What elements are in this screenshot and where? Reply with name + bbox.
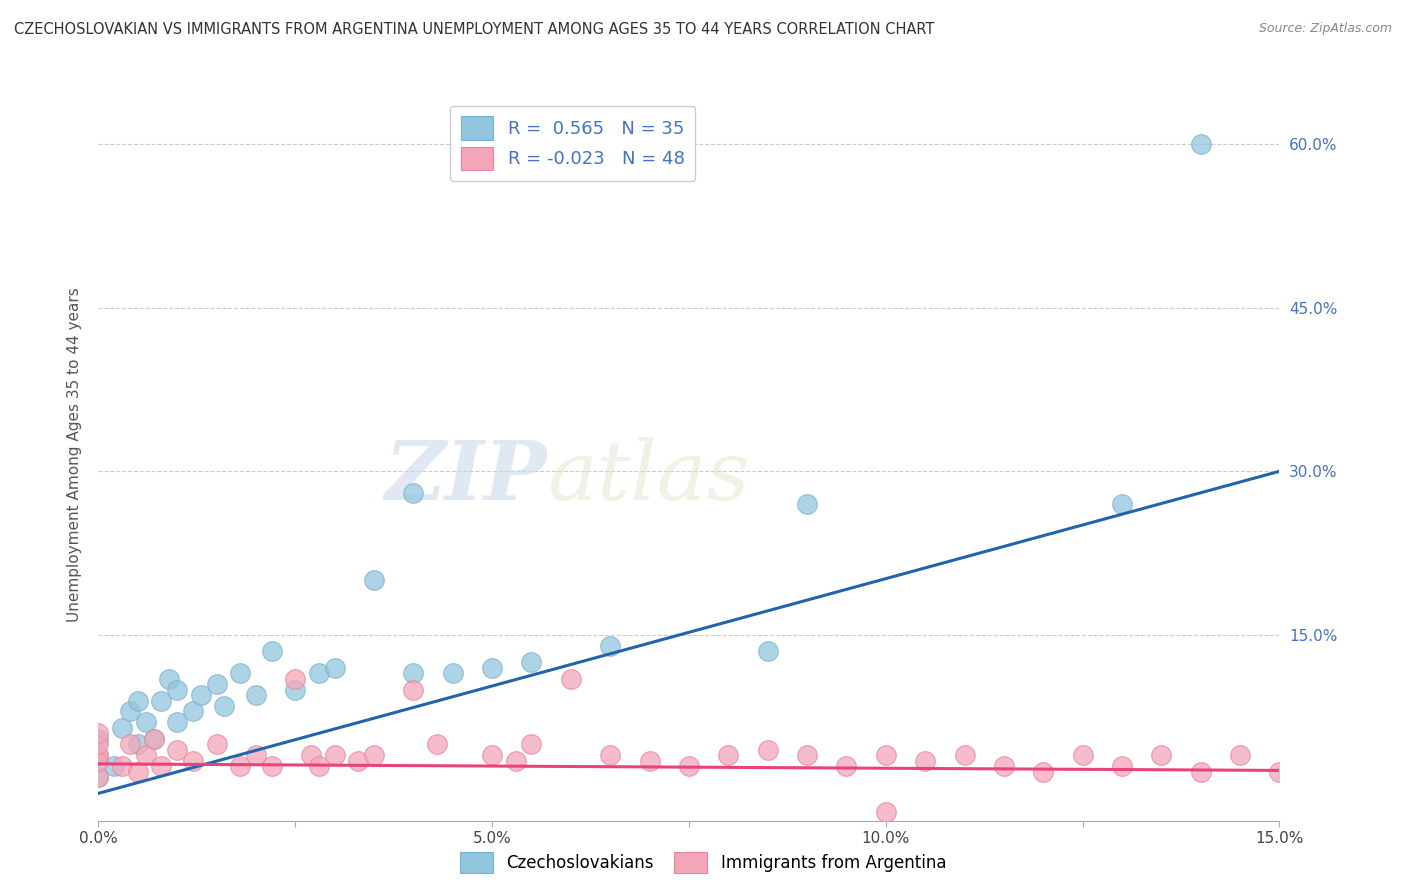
Point (520, 737, 543, 751)
Point (520, 656, 543, 670)
Point (1229, 748, 1251, 763)
Point (1150, 748, 1173, 763)
Point (205, 677, 228, 691)
Point (127, 737, 149, 751)
Point (1189, 764, 1212, 779)
Point (1032, 764, 1054, 779)
Point (229, 666, 252, 681)
Point (181, 705, 204, 719)
Point (299, 748, 322, 763)
Y-axis label: Unemployment Among Ages 35 to 44 years: Unemployment Among Ages 35 to 44 years (67, 287, 83, 623)
Point (1111, 759, 1133, 773)
Point (426, 737, 449, 751)
Point (1268, 764, 1291, 779)
Point (347, 754, 370, 768)
Point (205, 737, 228, 751)
Point (245, 748, 267, 763)
Point (87, 737, 110, 751)
Point (87, 726, 110, 740)
Point (87, 770, 110, 784)
Point (118, 705, 141, 719)
Point (127, 764, 149, 779)
Point (111, 721, 134, 735)
Legend: Czechoslovakians, Immigrants from Argentina: Czechoslovakians, Immigrants from Argent… (453, 846, 953, 880)
Point (953, 748, 976, 763)
Point (111, 759, 134, 773)
Point (756, 742, 779, 756)
Text: Source: ZipAtlas.com: Source: ZipAtlas.com (1258, 22, 1392, 36)
Point (87, 748, 110, 763)
Point (142, 731, 165, 746)
Point (481, 661, 503, 675)
Point (441, 666, 464, 681)
Point (150, 759, 173, 773)
Point (87, 754, 110, 768)
Point (166, 682, 188, 697)
Point (135, 748, 157, 763)
Point (717, 748, 740, 763)
Point (181, 754, 204, 768)
Point (87, 731, 110, 746)
Text: CZECHOSLOVAKIAN VS IMMIGRANTS FROM ARGENTINA UNEMPLOYMENT AMONG AGES 35 TO 44 YE: CZECHOSLOVAKIAN VS IMMIGRANTS FROM ARGEN… (14, 22, 935, 37)
Point (560, 672, 582, 686)
Point (481, 748, 503, 763)
Point (402, 486, 425, 500)
Point (505, 754, 527, 768)
Point (678, 759, 700, 773)
Point (142, 731, 165, 746)
Point (402, 666, 425, 681)
Point (914, 754, 936, 768)
Point (308, 666, 330, 681)
Point (166, 742, 188, 756)
Point (1111, 497, 1133, 511)
Legend: R =  0.565   N = 35, R = -0.023   N = 48: R = 0.565 N = 35, R = -0.023 N = 48 (450, 105, 696, 181)
Point (599, 748, 621, 763)
Point (214, 698, 236, 713)
Point (796, 497, 818, 511)
Point (118, 737, 141, 751)
Point (87, 770, 110, 784)
Point (157, 672, 180, 686)
Point (875, 748, 897, 763)
Point (87, 748, 110, 763)
Text: ZIP: ZIP (385, 437, 547, 516)
Point (245, 688, 267, 702)
Point (323, 748, 346, 763)
Point (166, 715, 188, 730)
Point (402, 682, 425, 697)
Point (875, 805, 897, 819)
Point (363, 574, 385, 588)
Point (308, 759, 330, 773)
Point (260, 759, 283, 773)
Point (127, 693, 149, 707)
Point (260, 644, 283, 658)
Text: atlas: atlas (547, 437, 749, 516)
Point (1071, 748, 1094, 763)
Point (229, 759, 252, 773)
Point (103, 759, 125, 773)
Point (756, 644, 779, 658)
Point (599, 639, 621, 653)
Point (363, 748, 385, 763)
Point (835, 759, 858, 773)
Point (1189, 136, 1212, 151)
Point (638, 754, 661, 768)
Point (284, 682, 307, 697)
Point (796, 748, 818, 763)
Point (190, 688, 212, 702)
Point (993, 759, 1015, 773)
Point (150, 693, 173, 707)
Point (284, 672, 307, 686)
Point (135, 715, 157, 730)
Point (323, 661, 346, 675)
